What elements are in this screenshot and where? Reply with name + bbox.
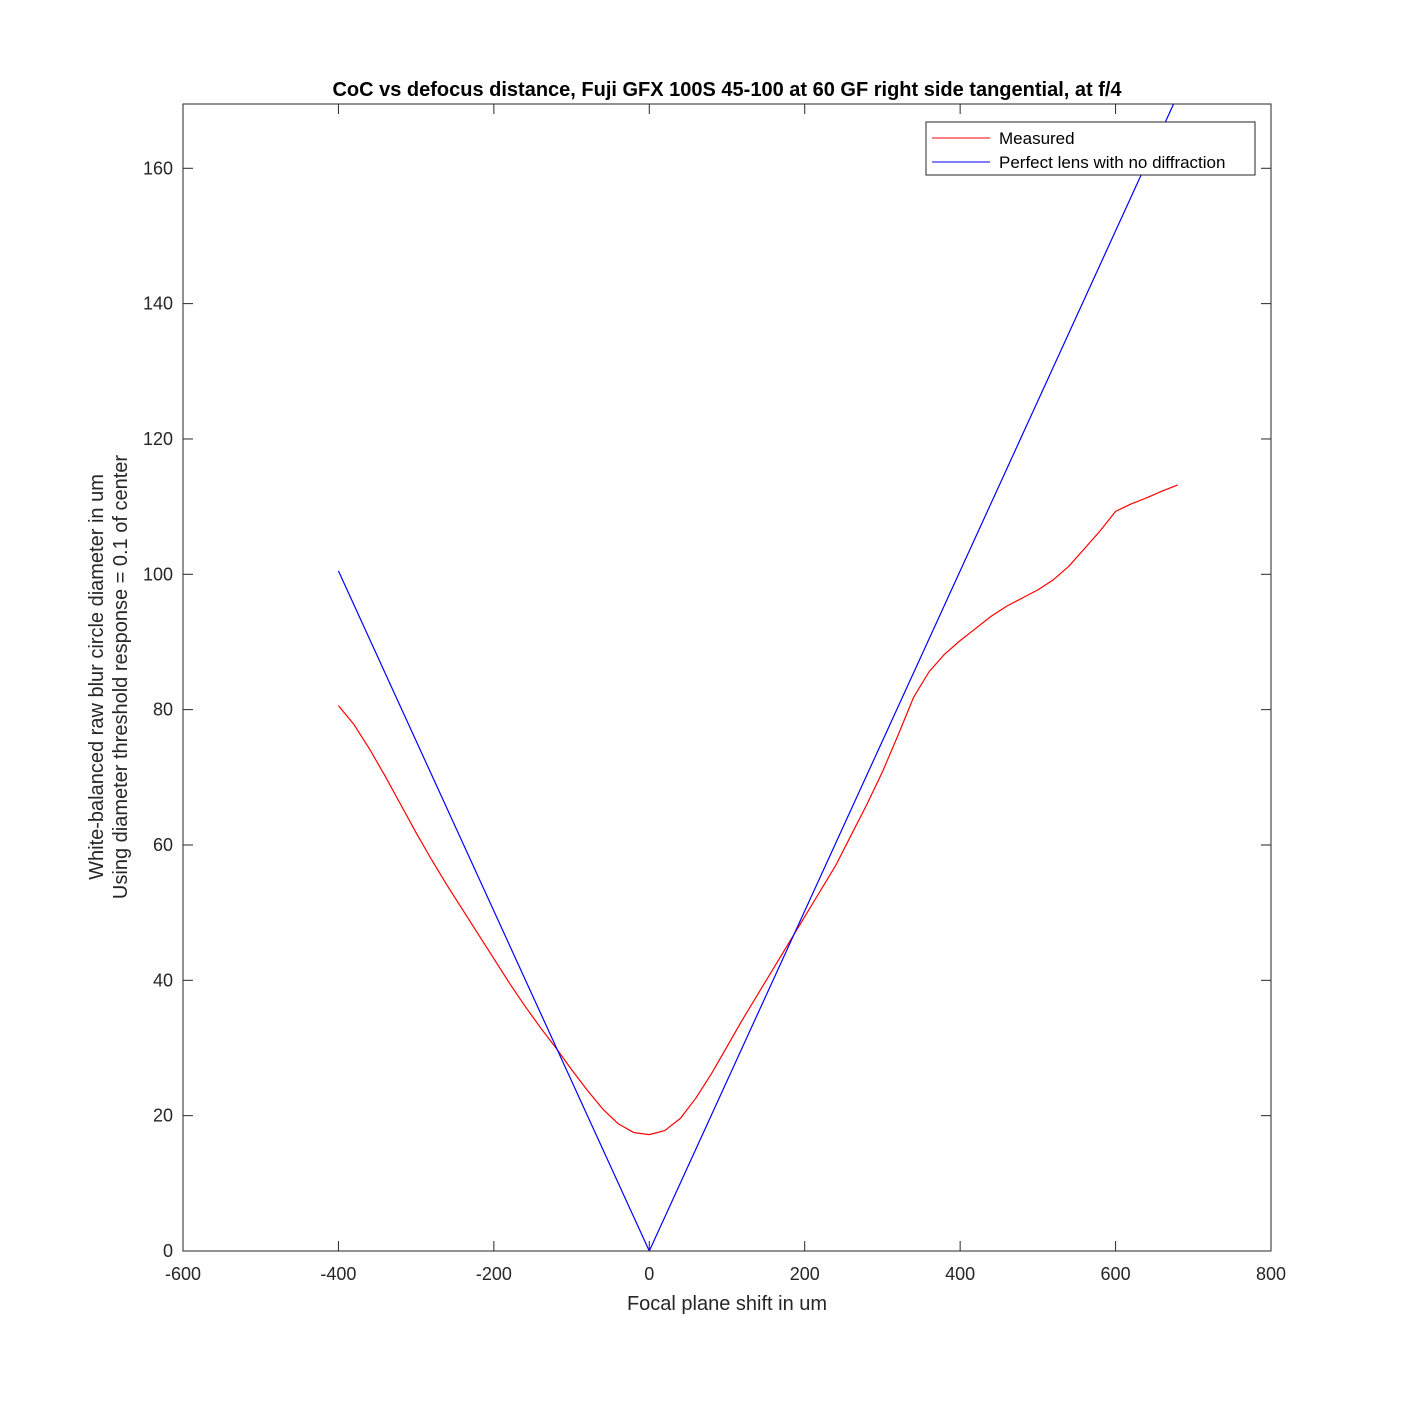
y-tick-label: 140	[143, 294, 173, 314]
y-tick-label: 100	[143, 564, 173, 584]
chart-title: CoC vs defocus distance, Fuji GFX 100S 4…	[332, 79, 1122, 101]
x-axis: -600 -400 -200 0 200 400 600 800	[165, 104, 1286, 1284]
legend: Measured Perfect lens with no diffractio…	[925, 121, 1256, 176]
x-axis-label: Focal plane shift in um	[627, 1293, 827, 1315]
x-tick-label: -600	[165, 1264, 201, 1284]
x-tick-label: 200	[790, 1264, 820, 1284]
y-tick-label: 160	[143, 158, 173, 178]
y-tick-label: 60	[153, 835, 173, 855]
legend-label-perfect-lens: Perfect lens with no diffraction	[999, 153, 1225, 172]
x-tick-label: 800	[1256, 1264, 1286, 1284]
y-axis-label-line-2: Using diameter threshold response = 0.1 …	[110, 455, 132, 899]
x-tick-label: -400	[320, 1264, 356, 1284]
series-line-measured	[337, 484, 1178, 1136]
legend-box	[925, 121, 1256, 176]
y-axis: 0 20 40 60 80 100 120 140 160	[143, 158, 1271, 1261]
series-layer	[337, 104, 1178, 1251]
plot-area-frame	[182, 103, 1272, 1252]
y-tick-label: 120	[143, 429, 173, 449]
x-tick-label: 600	[1101, 1264, 1131, 1284]
series-line-perfect-lens	[337, 104, 1175, 1251]
x-tick-label: 0	[644, 1264, 654, 1284]
x-tick-label: -200	[476, 1264, 512, 1284]
legend-label-measured: Measured	[999, 129, 1075, 148]
y-axis-label: White-balanced raw blur circle diameter …	[86, 455, 132, 899]
y-axis-label-line-1: White-balanced raw blur circle diameter …	[86, 474, 108, 880]
y-tick-label: 40	[153, 970, 173, 990]
y-tick-label: 80	[153, 700, 173, 720]
y-tick-label: 0	[163, 1241, 173, 1261]
x-tick-label: 400	[945, 1264, 975, 1284]
y-tick-label: 20	[153, 1106, 173, 1126]
